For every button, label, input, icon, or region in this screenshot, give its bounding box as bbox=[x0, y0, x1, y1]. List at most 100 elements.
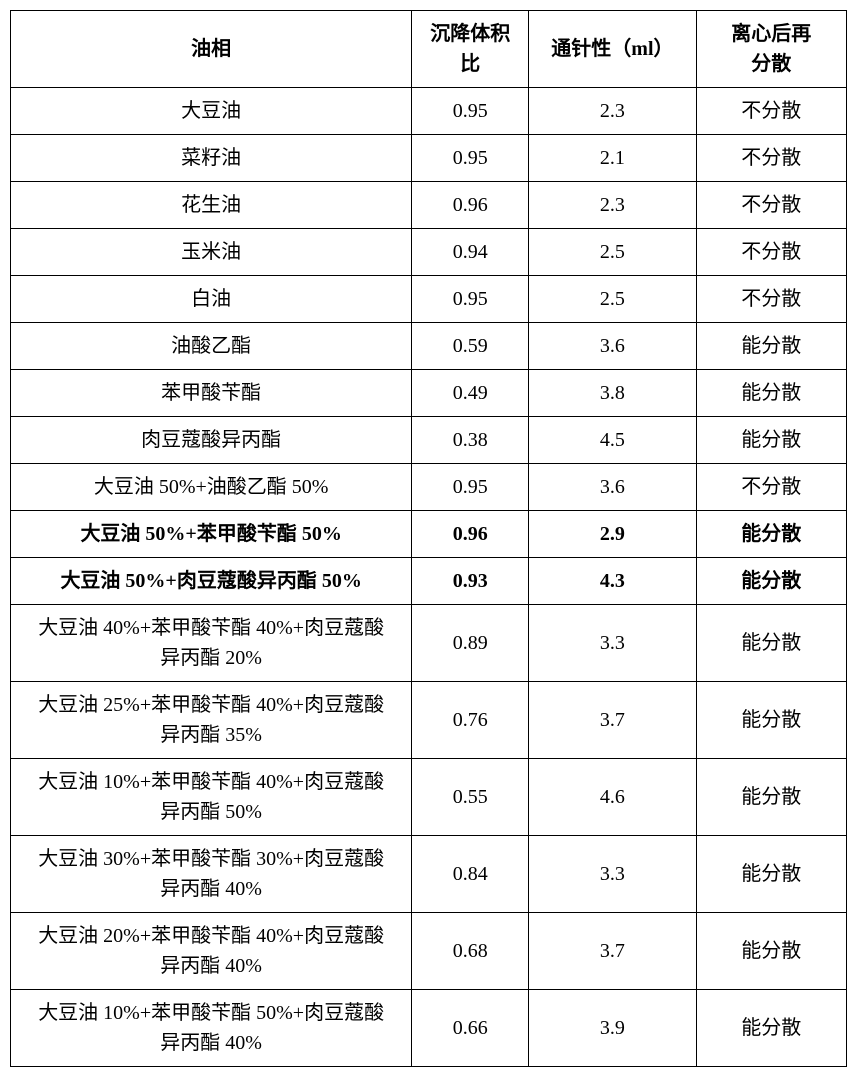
cell-oil-phase: 菜籽油 bbox=[11, 135, 412, 182]
oil-phase-table: 油相 沉降体积 比 通针性（ml） 离心后再 分散 大豆油0.952.3不分散菜… bbox=[10, 10, 847, 1067]
table-row: 苯甲酸苄酯0.493.8能分散 bbox=[11, 370, 847, 417]
cell-oil-phase-l1: 大豆油 10%+苯甲酸苄酯 40%+肉豆蔻酸 bbox=[38, 771, 384, 793]
cell-needle: 2.5 bbox=[529, 276, 696, 323]
cell-redispersion: 能分散 bbox=[696, 558, 847, 605]
cell-sedimentation: 0.95 bbox=[412, 135, 529, 182]
cell-redispersion: 不分散 bbox=[696, 464, 847, 511]
table-row: 花生油0.962.3不分散 bbox=[11, 182, 847, 229]
cell-redispersion: 能分散 bbox=[696, 370, 847, 417]
table-row: 白油0.952.5不分散 bbox=[11, 276, 847, 323]
cell-needle: 3.7 bbox=[529, 913, 696, 990]
cell-oil-phase-l2: 异丙酯 35% bbox=[160, 724, 262, 746]
table-row: 肉豆蔻酸异丙酯0.384.5能分散 bbox=[11, 417, 847, 464]
cell-sedimentation: 0.76 bbox=[412, 682, 529, 759]
cell-needle: 2.3 bbox=[529, 88, 696, 135]
cell-oil-phase-l2: 异丙酯 40% bbox=[160, 878, 262, 900]
cell-oil-phase: 肉豆蔻酸异丙酯 bbox=[11, 417, 412, 464]
cell-needle: 4.6 bbox=[529, 759, 696, 836]
table-row: 菜籽油0.952.1不分散 bbox=[11, 135, 847, 182]
cell-needle: 3.3 bbox=[529, 836, 696, 913]
cell-needle: 3.6 bbox=[529, 323, 696, 370]
table-row: 大豆油 50%+肉豆蔻酸异丙酯 50%0.934.3能分散 bbox=[11, 558, 847, 605]
cell-oil-phase: 大豆油 bbox=[11, 88, 412, 135]
header-redispersion: 离心后再 分散 bbox=[696, 11, 847, 88]
table-row: 油酸乙酯0.593.6能分散 bbox=[11, 323, 847, 370]
table-row: 大豆油 10%+苯甲酸苄酯 40%+肉豆蔻酸异丙酯 50%0.554.6能分散 bbox=[11, 759, 847, 836]
table-body: 大豆油0.952.3不分散菜籽油0.952.1不分散花生油0.962.3不分散玉… bbox=[11, 88, 847, 1067]
header-redispersion-l2: 分散 bbox=[751, 53, 791, 75]
cell-oil-phase: 大豆油 50%+油酸乙酯 50% bbox=[11, 464, 412, 511]
cell-redispersion: 能分散 bbox=[696, 682, 847, 759]
cell-oil-phase-l1: 大豆油 20%+苯甲酸苄酯 40%+肉豆蔻酸 bbox=[38, 925, 384, 947]
cell-needle: 3.6 bbox=[529, 464, 696, 511]
cell-sedimentation: 0.94 bbox=[412, 229, 529, 276]
cell-needle: 2.1 bbox=[529, 135, 696, 182]
cell-redispersion: 能分散 bbox=[696, 417, 847, 464]
cell-redispersion: 不分散 bbox=[696, 88, 847, 135]
cell-oil-phase: 苯甲酸苄酯 bbox=[11, 370, 412, 417]
cell-oil-phase: 大豆油 50%+肉豆蔻酸异丙酯 50% bbox=[11, 558, 412, 605]
cell-sedimentation: 0.89 bbox=[412, 605, 529, 682]
cell-sedimentation: 0.66 bbox=[412, 990, 529, 1067]
table-row: 大豆油 50%+油酸乙酯 50%0.953.6不分散 bbox=[11, 464, 847, 511]
cell-redispersion: 不分散 bbox=[696, 182, 847, 229]
cell-redispersion: 能分散 bbox=[696, 605, 847, 682]
cell-needle: 2.5 bbox=[529, 229, 696, 276]
cell-redispersion: 能分散 bbox=[696, 323, 847, 370]
cell-sedimentation: 0.84 bbox=[412, 836, 529, 913]
table-row: 大豆油0.952.3不分散 bbox=[11, 88, 847, 135]
cell-oil-phase-l1: 大豆油 40%+苯甲酸苄酯 40%+肉豆蔻酸 bbox=[38, 617, 384, 639]
header-sedimentation-l2: 比 bbox=[460, 53, 480, 75]
cell-sedimentation: 0.96 bbox=[412, 511, 529, 558]
cell-sedimentation: 0.95 bbox=[412, 464, 529, 511]
table-header-row: 油相 沉降体积 比 通针性（ml） 离心后再 分散 bbox=[11, 11, 847, 88]
cell-oil-phase: 油酸乙酯 bbox=[11, 323, 412, 370]
cell-oil-phase-l1: 大豆油 30%+苯甲酸苄酯 30%+肉豆蔻酸 bbox=[38, 848, 384, 870]
cell-sedimentation: 0.95 bbox=[412, 88, 529, 135]
cell-oil-phase: 大豆油 10%+苯甲酸苄酯 40%+肉豆蔻酸异丙酯 50% bbox=[11, 759, 412, 836]
cell-needle: 3.8 bbox=[529, 370, 696, 417]
cell-oil-phase: 花生油 bbox=[11, 182, 412, 229]
header-sedimentation-l1: 沉降体积 bbox=[430, 23, 510, 45]
cell-sedimentation: 0.95 bbox=[412, 276, 529, 323]
cell-oil-phase: 大豆油 30%+苯甲酸苄酯 30%+肉豆蔻酸异丙酯 40% bbox=[11, 836, 412, 913]
cell-oil-phase-l1: 大豆油 10%+苯甲酸苄酯 50%+肉豆蔻酸 bbox=[38, 1002, 384, 1024]
cell-needle: 3.3 bbox=[529, 605, 696, 682]
cell-oil-phase: 白油 bbox=[11, 276, 412, 323]
cell-redispersion: 不分散 bbox=[696, 229, 847, 276]
table-row: 大豆油 20%+苯甲酸苄酯 40%+肉豆蔻酸异丙酯 40%0.683.7能分散 bbox=[11, 913, 847, 990]
table-row: 大豆油 30%+苯甲酸苄酯 30%+肉豆蔻酸异丙酯 40%0.843.3能分散 bbox=[11, 836, 847, 913]
cell-oil-phase-l2: 异丙酯 50% bbox=[160, 801, 262, 823]
header-oil-phase: 油相 bbox=[11, 11, 412, 88]
table-row: 大豆油 25%+苯甲酸苄酯 40%+肉豆蔻酸异丙酯 35%0.763.7能分散 bbox=[11, 682, 847, 759]
cell-oil-phase-l2: 异丙酯 40% bbox=[160, 955, 262, 977]
cell-sedimentation: 0.68 bbox=[412, 913, 529, 990]
table-row: 玉米油0.942.5不分散 bbox=[11, 229, 847, 276]
cell-sedimentation: 0.93 bbox=[412, 558, 529, 605]
cell-sedimentation: 0.38 bbox=[412, 417, 529, 464]
cell-sedimentation: 0.55 bbox=[412, 759, 529, 836]
cell-oil-phase: 玉米油 bbox=[11, 229, 412, 276]
cell-sedimentation: 0.96 bbox=[412, 182, 529, 229]
cell-oil-phase-l1: 大豆油 25%+苯甲酸苄酯 40%+肉豆蔻酸 bbox=[38, 694, 384, 716]
cell-redispersion: 不分散 bbox=[696, 135, 847, 182]
cell-oil-phase: 大豆油 20%+苯甲酸苄酯 40%+肉豆蔻酸异丙酯 40% bbox=[11, 913, 412, 990]
cell-oil-phase: 大豆油 40%+苯甲酸苄酯 40%+肉豆蔻酸异丙酯 20% bbox=[11, 605, 412, 682]
cell-redispersion: 能分散 bbox=[696, 836, 847, 913]
cell-redispersion: 能分散 bbox=[696, 511, 847, 558]
cell-needle: 3.7 bbox=[529, 682, 696, 759]
cell-sedimentation: 0.59 bbox=[412, 323, 529, 370]
cell-oil-phase-l2: 异丙酯 40% bbox=[160, 1032, 262, 1054]
header-needle: 通针性（ml） bbox=[529, 11, 696, 88]
cell-redispersion: 不分散 bbox=[696, 276, 847, 323]
cell-redispersion: 能分散 bbox=[696, 759, 847, 836]
cell-needle: 4.3 bbox=[529, 558, 696, 605]
header-sedimentation: 沉降体积 比 bbox=[412, 11, 529, 88]
cell-oil-phase: 大豆油 25%+苯甲酸苄酯 40%+肉豆蔻酸异丙酯 35% bbox=[11, 682, 412, 759]
table-row: 大豆油 10%+苯甲酸苄酯 50%+肉豆蔻酸异丙酯 40%0.663.9能分散 bbox=[11, 990, 847, 1067]
cell-needle: 2.3 bbox=[529, 182, 696, 229]
cell-needle: 2.9 bbox=[529, 511, 696, 558]
table-row: 大豆油 40%+苯甲酸苄酯 40%+肉豆蔻酸异丙酯 20%0.893.3能分散 bbox=[11, 605, 847, 682]
header-redispersion-l1: 离心后再 bbox=[731, 23, 811, 45]
cell-needle: 3.9 bbox=[529, 990, 696, 1067]
